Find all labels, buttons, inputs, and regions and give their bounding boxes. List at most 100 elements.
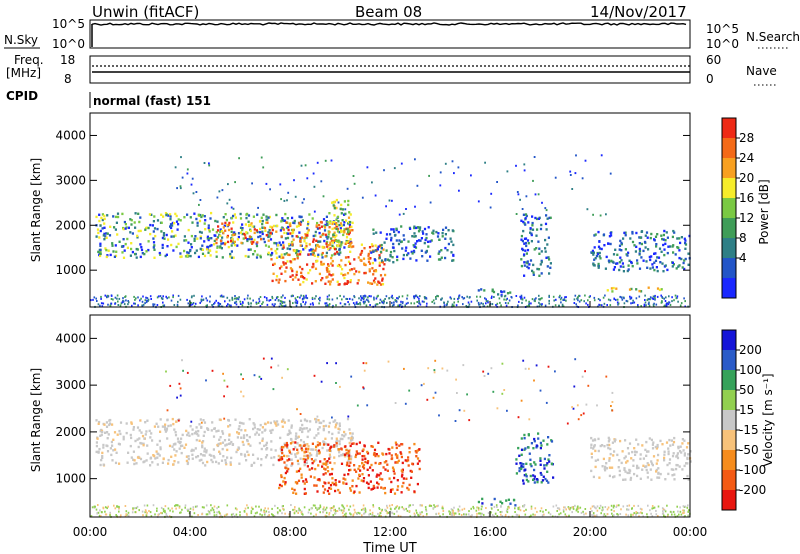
power-cell bbox=[301, 275, 305, 279]
velocity-cell bbox=[520, 448, 524, 451]
power-cell bbox=[300, 275, 303, 278]
velocity-sparse-cell bbox=[240, 390, 242, 393]
power-ground-cell bbox=[390, 296, 393, 299]
velocity-ground-cell bbox=[425, 508, 427, 511]
power-ground-cell bbox=[518, 300, 520, 303]
power-cell bbox=[539, 263, 542, 266]
velocity-cell bbox=[318, 421, 321, 424]
power-ground-cell bbox=[265, 297, 268, 300]
velocity-cell bbox=[167, 424, 170, 428]
velocity-ground-cell bbox=[150, 515, 153, 518]
power-cell bbox=[189, 254, 192, 258]
velocity-cell bbox=[227, 419, 230, 422]
velocity-ground-cell bbox=[598, 507, 601, 510]
velocity-sparse-cell bbox=[427, 367, 430, 370]
velocity-cell bbox=[372, 484, 375, 488]
power-cell bbox=[152, 237, 155, 240]
velocity-cell bbox=[324, 482, 327, 485]
power-ground-cell bbox=[145, 296, 147, 299]
power-cell bbox=[124, 242, 127, 246]
velocity-cell bbox=[370, 445, 373, 448]
velocity-ground-cell bbox=[380, 515, 382, 518]
velocity-y-axis-label: Slant Range [km] bbox=[29, 368, 43, 472]
velocity-cell bbox=[335, 422, 338, 425]
power-cell bbox=[616, 253, 619, 256]
power-cell bbox=[287, 232, 290, 235]
velocity-ground-cell bbox=[154, 513, 156, 516]
power-cell bbox=[296, 253, 299, 256]
velocity-ground-cell bbox=[302, 513, 304, 516]
power-ground-cell bbox=[224, 300, 226, 303]
velocity-ground-cell bbox=[260, 508, 262, 511]
power-cell bbox=[349, 279, 352, 282]
velocity-cell bbox=[236, 431, 239, 434]
power-cell bbox=[183, 239, 186, 242]
velocity-cell bbox=[376, 486, 379, 489]
velocity-sparse-cell bbox=[582, 412, 585, 415]
velocity-cell bbox=[306, 454, 309, 457]
power-ground-cell bbox=[153, 303, 156, 306]
power-cell bbox=[122, 227, 125, 231]
velocity-cell bbox=[624, 455, 627, 458]
power-ground-cell bbox=[296, 296, 299, 298]
velocity-cell bbox=[396, 454, 399, 457]
power-cell bbox=[655, 266, 658, 269]
velocity-cell bbox=[341, 437, 344, 441]
velocity-cell bbox=[299, 467, 302, 470]
power-cell bbox=[377, 245, 380, 248]
power-ground-cell bbox=[398, 304, 401, 307]
power-cell bbox=[190, 243, 193, 246]
power-cell bbox=[419, 226, 422, 229]
power-cell bbox=[546, 243, 549, 246]
velocity-ground-cell bbox=[463, 513, 465, 516]
noise-tick-right-bottom: 10^0 bbox=[706, 37, 739, 51]
velocity-ground-cell bbox=[542, 510, 544, 513]
velocity-cell bbox=[153, 454, 156, 458]
power-ground-cell bbox=[398, 295, 400, 298]
power-cell bbox=[638, 242, 641, 245]
power-cell bbox=[222, 216, 225, 219]
velocity-sparse-cell bbox=[596, 404, 598, 407]
power-cell bbox=[249, 229, 252, 233]
power-cell bbox=[529, 231, 532, 234]
power-cell bbox=[222, 226, 225, 229]
velocity-ground-cell bbox=[442, 507, 444, 510]
power-ground-cell bbox=[281, 302, 284, 304]
power-cell bbox=[256, 213, 259, 216]
power-sparse-cell bbox=[330, 159, 333, 162]
power-cell bbox=[130, 223, 133, 226]
power-ground-cell bbox=[325, 304, 327, 307]
power-cell bbox=[665, 231, 668, 234]
velocity-ground-cell bbox=[622, 505, 625, 508]
power-cell bbox=[270, 232, 273, 235]
velocity-cell bbox=[338, 428, 341, 431]
power-ground-cell bbox=[358, 297, 360, 300]
power-cell bbox=[231, 239, 234, 242]
power-cell bbox=[308, 243, 311, 246]
velocity-cell bbox=[390, 457, 393, 461]
power-cell bbox=[329, 243, 332, 246]
power-cell bbox=[497, 293, 500, 296]
power-ground-cell bbox=[623, 297, 625, 300]
velocity-cell bbox=[626, 447, 630, 450]
velocity-cell bbox=[669, 444, 672, 447]
velocity-ground-cell bbox=[472, 505, 474, 508]
power-cell bbox=[372, 273, 375, 276]
power-ground-cell bbox=[165, 295, 167, 298]
velocity-cell bbox=[228, 433, 231, 436]
power-ground-cell bbox=[554, 304, 557, 307]
power-cell bbox=[265, 215, 268, 218]
velocity-cell bbox=[296, 459, 299, 463]
velocity-ground-cell bbox=[141, 510, 144, 513]
power-ground-cell bbox=[302, 300, 304, 303]
power-cell bbox=[289, 275, 292, 278]
power-cell bbox=[359, 253, 362, 256]
power-cell bbox=[357, 256, 360, 259]
power-cell bbox=[330, 239, 333, 243]
velocity-cell bbox=[191, 432, 194, 436]
velocity-cell bbox=[349, 439, 353, 442]
power-cell bbox=[255, 256, 259, 259]
power-cell bbox=[134, 212, 137, 215]
velocity-cell bbox=[277, 454, 280, 458]
power-cell bbox=[309, 253, 313, 256]
